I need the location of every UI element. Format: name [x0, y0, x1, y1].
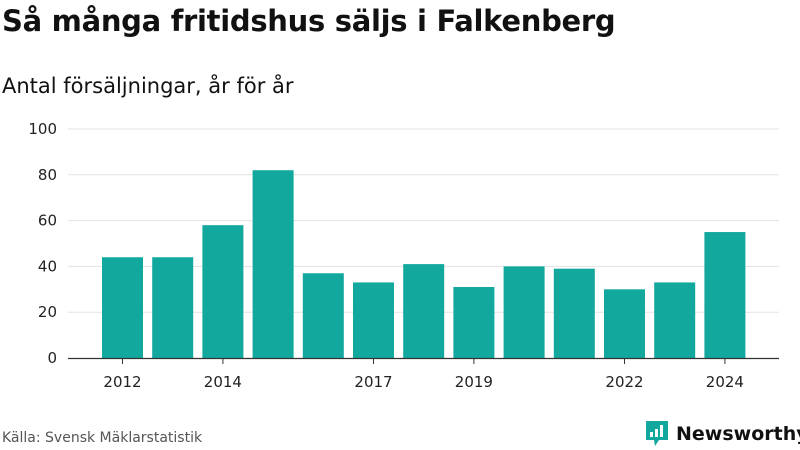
y-tick-label-40: 40 [38, 257, 57, 275]
bar-2016 [302, 273, 344, 358]
y-tick-label-0: 0 [47, 349, 57, 367]
bar-2017 [353, 282, 394, 358]
bar-2021 [553, 268, 595, 358]
source-note: Källa: Svensk Mäklarstatistik [2, 430, 203, 446]
brand-name: Newsworthy [676, 423, 800, 445]
x-tick-label-2022: 2022 [605, 373, 643, 391]
x-tick-label-2012: 2012 [103, 373, 141, 391]
logo-bar-3 [660, 425, 663, 437]
bar-2024 [704, 232, 746, 358]
x-tick-label-2017: 2017 [354, 373, 392, 391]
y-tick-label-20: 20 [38, 303, 57, 321]
logo-bar-2 [655, 429, 658, 437]
x-tick-label-2019: 2019 [455, 373, 493, 391]
y-tick-label-80: 80 [38, 166, 57, 184]
brand-logo: Newsworthy [644, 419, 800, 449]
y-tick-label-60: 60 [38, 212, 57, 230]
chart-subtitle: Antal försäljningar, år för år [2, 74, 294, 98]
x-axis-tick-labels: 2012 2014 2017 2019 2022 2024 [103, 373, 744, 391]
bar-2018 [403, 264, 445, 358]
y-tick-label-100: 100 [28, 120, 57, 138]
bar-2023 [654, 282, 696, 358]
y-axis-tick-labels: 0 20 40 60 80 100 [28, 120, 57, 367]
bar-2020 [503, 266, 545, 358]
newsworthy-logo-icon [646, 421, 668, 446]
x-tick-label-2024: 2024 [706, 373, 744, 391]
bar-2013 [152, 257, 194, 358]
bar-2019 [453, 287, 495, 358]
bar-2022 [604, 289, 645, 358]
x-tick-label-2014: 2014 [204, 373, 242, 391]
bar-2015 [252, 170, 294, 358]
bar-2012 [102, 257, 143, 358]
logo-bar-1 [650, 432, 653, 437]
chart-title: Så många fritidshus säljs i Falkenberg [2, 4, 616, 38]
x-axis-ticks [122, 358, 726, 364]
bar-2014 [202, 225, 244, 358]
bars [102, 170, 746, 358]
